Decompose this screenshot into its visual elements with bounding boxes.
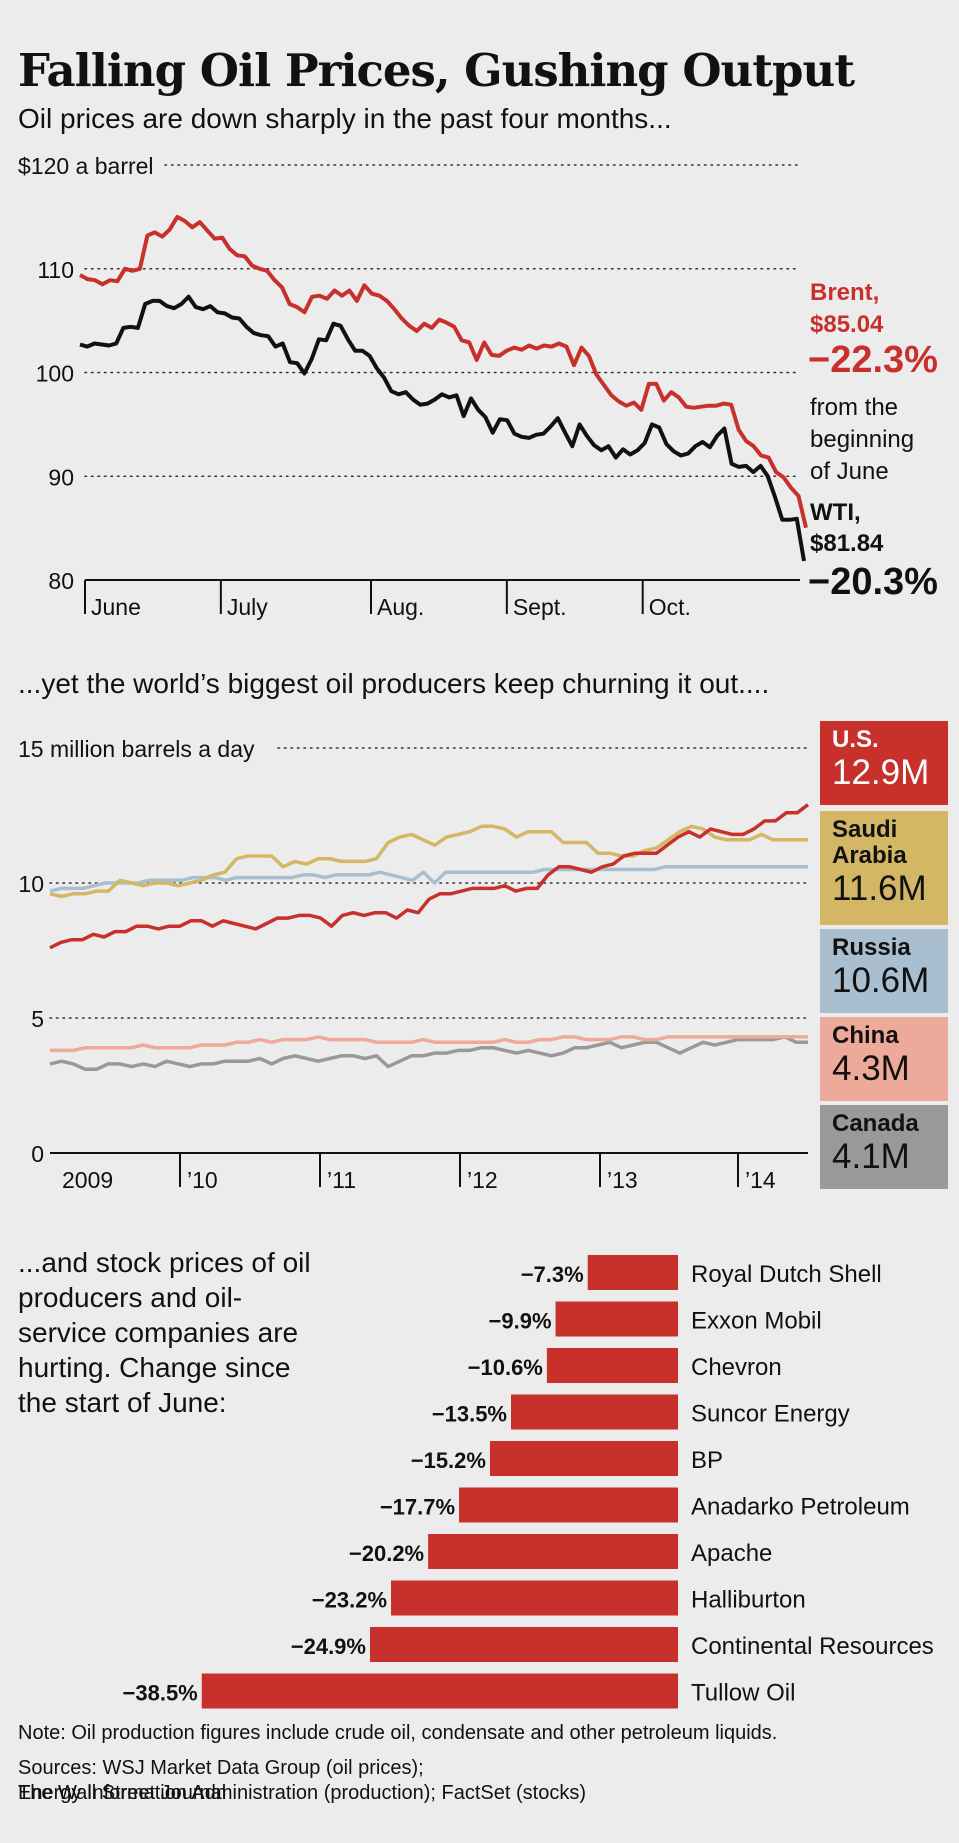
x-tick-label: ’14 xyxy=(745,1167,776,1193)
series-line-brent xyxy=(79,214,808,529)
bar-value-label: −38.5% xyxy=(123,1681,198,1706)
bar-value-label: −24.9% xyxy=(291,1634,366,1659)
bar-category-label: Exxon Mobil xyxy=(691,1308,822,1335)
y-tick-label: 0 xyxy=(31,1141,44,1167)
x-tick-label: Oct. xyxy=(649,594,691,620)
bar-value-label: −13.5% xyxy=(432,1402,507,1427)
brent-label-note: of June xyxy=(810,458,889,485)
bar xyxy=(587,1255,678,1290)
bar-category-label: Apache xyxy=(691,1540,772,1567)
y-tick-label: 80 xyxy=(48,568,74,594)
bar-value-label: −15.2% xyxy=(411,1448,486,1473)
bar-category-label: Continental Resources xyxy=(691,1633,934,1660)
y-tick-label: 15 million barrels a day xyxy=(18,736,255,762)
brent-label-value: $85.04 xyxy=(810,311,884,338)
brent-label-note: beginning xyxy=(810,426,914,453)
legend-us-value: 12.9M xyxy=(832,753,930,792)
y-tick-label: 110 xyxy=(37,257,74,283)
bar-category-label: BP xyxy=(691,1447,723,1474)
stock-change-chart: −7.3% Royal Dutch Shell −9.9% Exxon Mobil −1… xyxy=(123,1255,934,1709)
bar xyxy=(489,1441,678,1476)
wti-label-change: −20.3% xyxy=(808,561,938,603)
bar-category-label: Halliburton xyxy=(691,1587,806,1614)
production-chart: 0 5 10 15 million barrels a day 2009 ’10 ’11 ’1… xyxy=(18,736,810,1193)
bar xyxy=(428,1534,678,1569)
legend-russia-value: 10.6M xyxy=(832,961,930,1000)
series-line-canada xyxy=(49,1035,808,1072)
x-tick-label: ’10 xyxy=(187,1167,218,1193)
y-tick-label: 100 xyxy=(36,361,74,387)
x-tick-label: ’13 xyxy=(607,1167,638,1193)
series-line-u-s- xyxy=(49,803,810,950)
brent-label-change: −22.3% xyxy=(808,339,938,381)
bar-value-label: −23.2% xyxy=(312,1588,387,1613)
bar-value-label: −9.9% xyxy=(489,1309,552,1334)
x-tick-label: ’11 xyxy=(327,1167,356,1193)
x-tick-label: June xyxy=(91,594,141,620)
wti-label-value: $81.84 xyxy=(810,530,884,557)
x-tick-label: Sept. xyxy=(513,594,567,620)
bar-category-label: Suncor Energy xyxy=(691,1401,850,1428)
y-tick-label: 5 xyxy=(31,1006,44,1032)
bar xyxy=(511,1394,678,1430)
legend-us: U.S. 12.9M xyxy=(820,721,948,805)
bar xyxy=(201,1673,678,1709)
brent-label-note: from the xyxy=(810,394,898,421)
bar-category-label: Chevron xyxy=(691,1354,782,1381)
legend-us-name: U.S. xyxy=(832,726,879,753)
bar-value-label: −7.3% xyxy=(521,1262,584,1287)
bar xyxy=(546,1348,678,1383)
bar xyxy=(555,1301,678,1337)
series-line-russia xyxy=(49,865,808,893)
series-line-wti xyxy=(79,294,806,562)
legend-china: China 4.3M xyxy=(820,1017,948,1101)
x-tick-label: ’12 xyxy=(467,1167,498,1193)
legend-russia-name: Russia xyxy=(832,934,911,961)
legend-saudi-arabia: Saudi Arabia 11.6M xyxy=(820,811,948,925)
sources-line-1: Sources: WSJ Market Data Group (oil pric… xyxy=(18,1757,424,1779)
bar xyxy=(459,1487,678,1523)
legend-canada-value: 4.1M xyxy=(832,1137,910,1176)
bar-value-label: −10.6% xyxy=(468,1355,543,1380)
y-tick-label: $120 a barrel xyxy=(18,153,154,179)
note: Note: Oil production figures include cru… xyxy=(18,1722,778,1744)
bar-category-label: Tullow Oil xyxy=(691,1680,795,1707)
legend-china-name: China xyxy=(832,1022,899,1049)
stocks-intro: ...and stock prices of oil producers and… xyxy=(18,1247,311,1418)
legend-saudi-arabia-value: 11.6M xyxy=(832,869,927,908)
oil-price-chart: 80 90 100 110 $120 a barrel June July Aug. Sept.… xyxy=(18,153,938,620)
legend-canada-name: Canada xyxy=(832,1110,919,1137)
x-tick-label: July xyxy=(227,594,268,620)
legend-china-value: 4.3M xyxy=(832,1049,910,1088)
bar-value-label: −20.2% xyxy=(349,1541,424,1566)
bar-value-label: −17.7% xyxy=(380,1495,455,1520)
x-tick-label: 2009 xyxy=(62,1167,113,1193)
series-line-saudi-arabia xyxy=(49,824,808,899)
legend-russia: Russia 10.6M xyxy=(820,929,948,1013)
y-tick-label: 10 xyxy=(18,871,44,897)
sources-line-2: Energy Information Administration (produ… xyxy=(18,1782,587,1804)
wti-label-name: WTI, xyxy=(810,499,861,526)
bar xyxy=(391,1580,678,1616)
y-tick-label: 90 xyxy=(48,464,74,490)
legend-canada: Canada 4.1M xyxy=(820,1105,948,1189)
production-subtitle: ...yet the world’s biggest oil producers… xyxy=(18,668,770,699)
credit: The Wall Street Journal xyxy=(18,1782,227,1804)
prices-subtitle: Oil prices are down sharply in the past … xyxy=(18,103,672,134)
bar xyxy=(369,1627,678,1662)
x-tick-label: Aug. xyxy=(377,594,424,620)
legend-saudi-arabia-name: Saudi Arabia xyxy=(832,816,907,869)
series-line-china xyxy=(50,1035,808,1053)
bar-category-label: Royal Dutch Shell xyxy=(691,1261,882,1288)
page-title: Falling Oil Prices, Gushing Output xyxy=(18,44,855,97)
brent-label-name: Brent, xyxy=(810,279,879,306)
bar-category-label: Anadarko Petroleum xyxy=(691,1494,910,1521)
